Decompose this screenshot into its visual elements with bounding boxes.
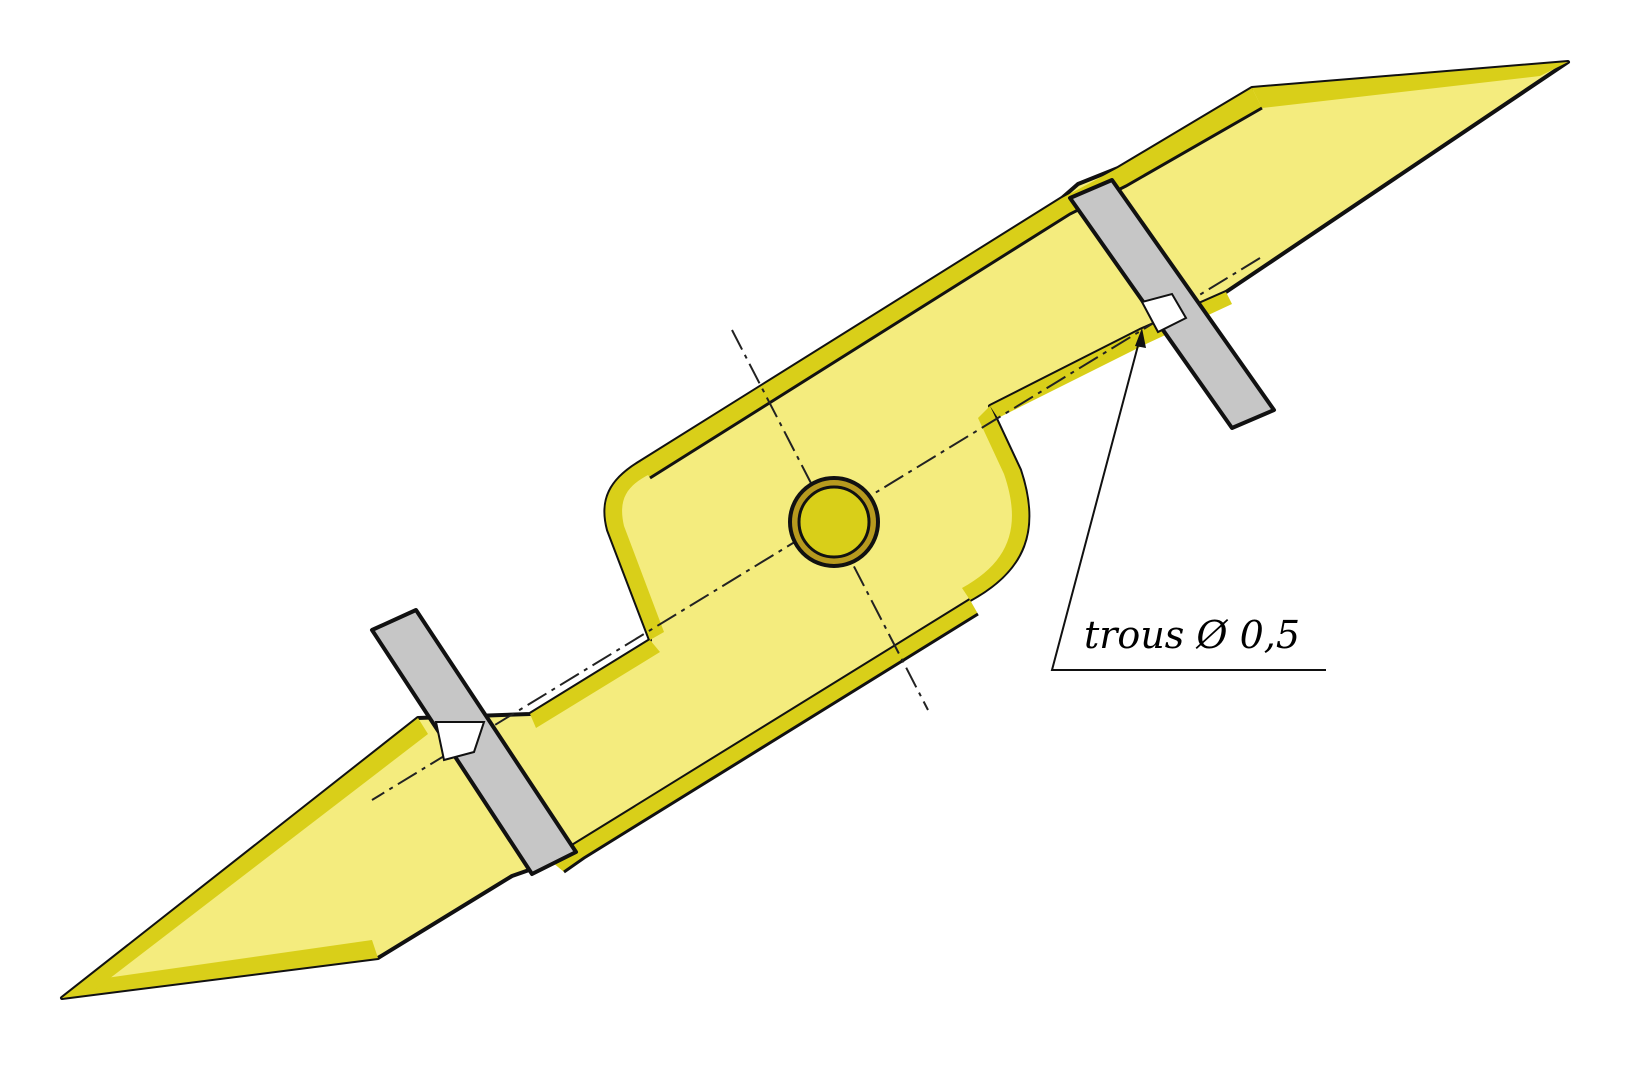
bevel-bottom-left (62, 940, 378, 998)
clamp-bracket-right (1068, 178, 1276, 430)
bore-inner (797, 485, 871, 559)
bevel-right-curve (962, 406, 1029, 600)
annotation-text: trous Ø 0,5 (1084, 613, 1301, 657)
center-axis-main (371, 257, 1261, 801)
bevel-top-right (1252, 62, 1568, 108)
center-axis-cross (731, 329, 929, 711)
clamp-bracket-left (370, 608, 578, 876)
leader-arrow-icon (1135, 328, 1146, 348)
center-bore-icon (788, 476, 880, 568)
bevel-lower-edge (552, 600, 978, 872)
annotation-leader (1050, 328, 1326, 671)
center-lines (371, 257, 1261, 801)
inner-line-lower (563, 612, 979, 874)
bevel-lower-mid (530, 640, 660, 728)
bevel-left-curve (605, 462, 664, 640)
bevel-left-tip-upper (62, 718, 428, 998)
hole-left-icon (434, 721, 486, 762)
leader-line (1050, 337, 1326, 671)
hole-right-icon (1140, 292, 1188, 334)
